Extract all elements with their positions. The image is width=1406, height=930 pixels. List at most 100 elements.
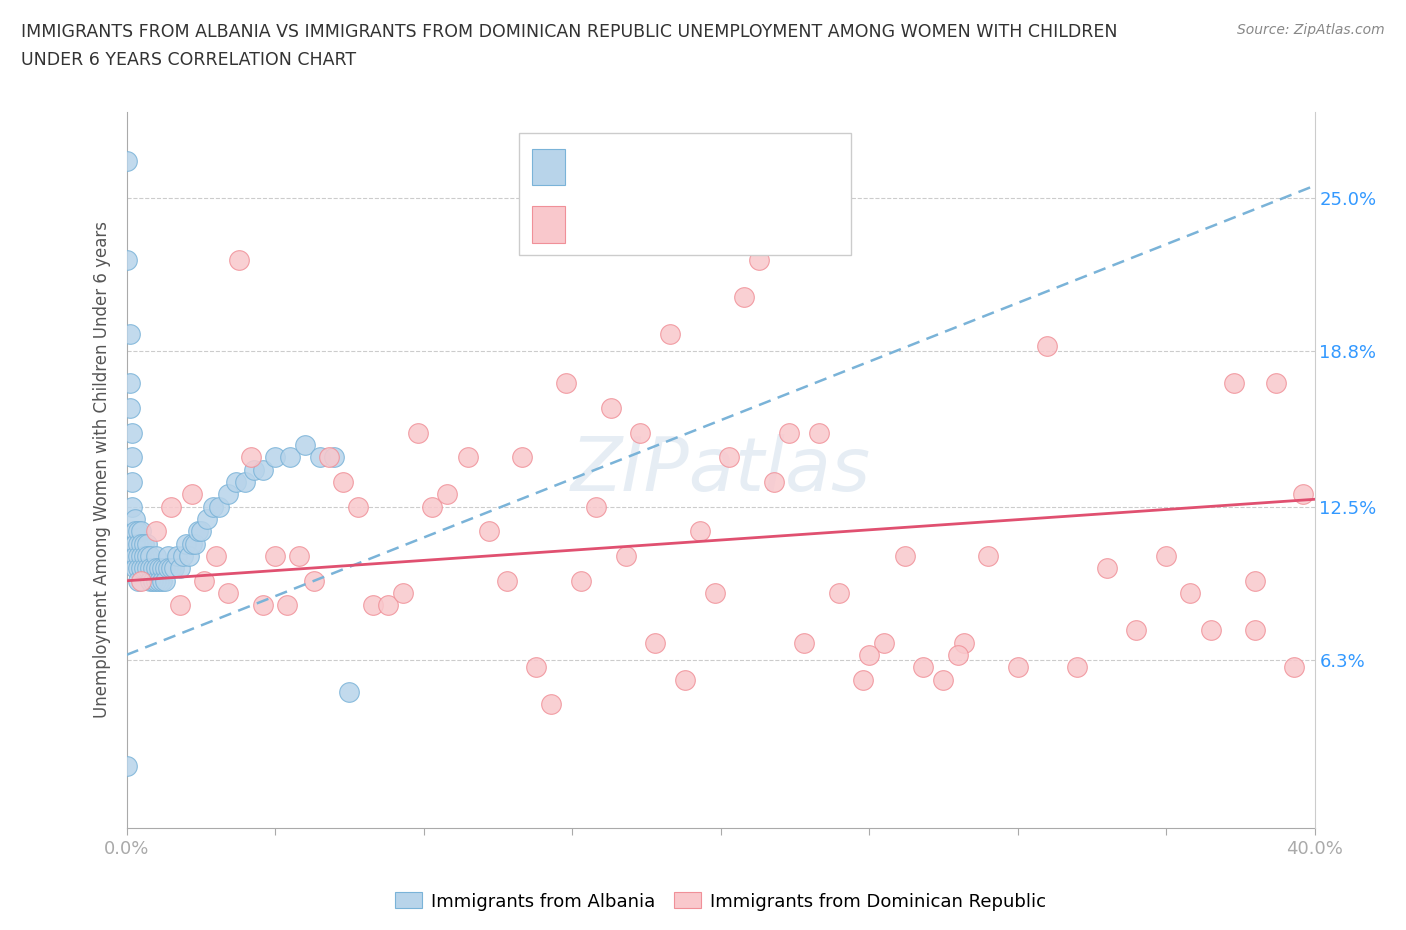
Point [124,549,146,564]
Point [124,537,146,551]
Point [540,697,562,711]
Point [323,450,346,465]
Point [217,586,239,601]
Point [852,672,875,687]
Point [1095,561,1118,576]
Point [145,524,167,538]
Point [264,549,287,564]
Point [1292,487,1315,502]
Point [1223,376,1246,391]
Point [195,512,218,526]
Point [644,635,666,650]
Point [807,425,830,440]
Point [160,499,183,514]
Point [828,586,851,601]
Text: Source: ZipAtlas.com: Source: ZipAtlas.com [1237,23,1385,37]
Point [169,598,191,613]
Point [134,561,156,576]
Point [131,561,153,576]
Point [163,561,186,576]
Point [555,376,578,391]
Point [1178,586,1201,601]
Y-axis label: Unemployment Among Women with Children Under 6 years: Unemployment Among Women with Children U… [93,221,111,718]
Point [422,499,444,514]
Point [391,586,413,601]
Point [180,487,202,502]
Point [118,376,141,391]
Point [121,450,143,465]
Point [127,549,149,564]
Point [190,524,212,538]
Point [145,573,167,588]
Point [131,549,153,564]
Point [187,524,209,538]
Point [153,561,176,576]
Point [599,401,621,416]
Point [347,499,370,514]
Point [131,537,153,551]
Point [495,573,517,588]
Point [308,450,330,465]
Point [276,598,298,613]
Point [139,549,162,564]
Point [127,573,149,588]
Point [177,549,200,564]
Text: IMMIGRANTS FROM ALBANIA VS IMMIGRANTS FROM DOMINICAN REPUBLIC UNEMPLOYMENT AMONG: IMMIGRANTS FROM ALBANIA VS IMMIGRANTS FR… [21,23,1118,41]
Point [166,549,188,564]
Point [252,462,274,477]
Point [136,561,159,576]
Point [1154,549,1177,564]
Point [139,573,162,588]
Point [142,573,165,588]
Point [1007,659,1029,674]
Point [264,450,287,465]
Point [585,499,607,514]
Point [733,289,755,304]
Point [136,537,159,551]
Point [1066,659,1088,674]
Point [134,537,156,551]
Point [793,635,815,650]
Point [145,561,167,576]
Point [204,549,226,564]
Point [932,672,955,687]
Point [184,537,207,551]
Point [1265,376,1288,391]
Point [948,647,970,662]
Point [217,487,239,502]
Legend: Immigrants from Albania, Immigrants from Dominican Republic: Immigrants from Albania, Immigrants from… [389,887,1052,916]
Point [127,537,149,551]
Point [332,474,354,489]
Point [134,549,156,564]
Point [139,561,162,576]
Point [115,153,138,168]
Point [778,425,800,440]
Point [294,437,316,452]
Point [1244,573,1267,588]
Text: UNDER 6 YEARS CORRELATION CHART: UNDER 6 YEARS CORRELATION CHART [21,51,356,69]
Point [157,549,180,564]
Point [614,549,637,564]
Point [201,499,224,514]
Point [169,561,191,576]
Point [457,450,479,465]
Point [131,573,153,588]
Point [659,326,682,341]
Point [131,524,153,538]
Point [763,474,786,489]
Point [569,573,592,588]
Point [977,549,1000,564]
Point [180,537,202,551]
Point [318,450,340,465]
Point [153,573,176,588]
Point [748,252,770,267]
Point [1036,339,1059,353]
Point [689,524,711,538]
Point [526,659,548,674]
Point [127,524,149,538]
Text: ZIPatlas: ZIPatlas [571,433,870,506]
Point [718,450,741,465]
Point [148,561,170,576]
Point [136,549,159,564]
Point [873,635,896,650]
